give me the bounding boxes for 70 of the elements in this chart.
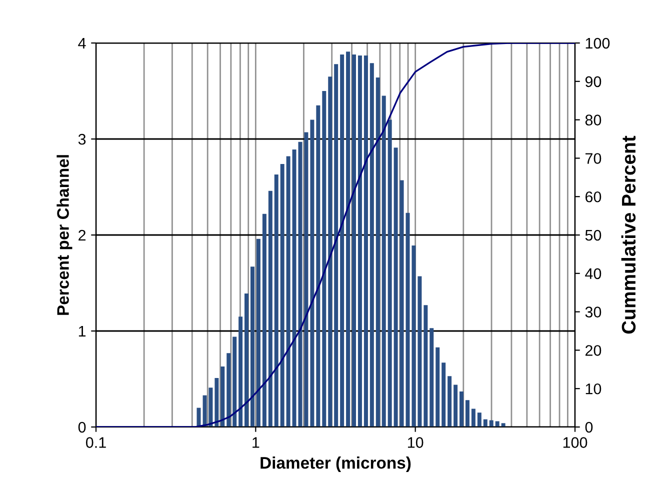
bar xyxy=(376,78,380,427)
y-tick-label: 4 xyxy=(78,38,86,49)
bar xyxy=(352,54,356,427)
bar xyxy=(358,55,362,427)
y2-tick-label: 20 xyxy=(585,345,602,356)
bar xyxy=(483,419,488,427)
y2-tick-label: 100 xyxy=(586,38,610,49)
bar xyxy=(226,353,231,427)
bar xyxy=(477,412,482,427)
bar xyxy=(382,96,386,427)
bar xyxy=(304,132,308,427)
bar xyxy=(501,423,506,427)
bar xyxy=(244,294,248,427)
bar xyxy=(460,391,464,427)
y2-axis-title: Cummulative Percent xyxy=(621,136,636,334)
bar xyxy=(238,316,243,427)
bar xyxy=(442,362,446,427)
y2-tick-label: 80 xyxy=(585,114,602,126)
y-tick-label: 1 xyxy=(78,326,86,337)
bar xyxy=(388,120,392,427)
bar xyxy=(370,63,374,427)
bar xyxy=(310,120,314,427)
x-axis-title: Diameter (microns) xyxy=(260,456,411,472)
bar xyxy=(489,420,494,427)
bar xyxy=(340,54,344,427)
y2-tick-label: 40 xyxy=(585,268,602,280)
bar xyxy=(436,347,440,427)
bar xyxy=(328,76,332,427)
x-tick-label: 1 xyxy=(252,437,260,448)
y-tick-label: 0 xyxy=(78,422,86,433)
bar xyxy=(274,174,278,427)
bar xyxy=(322,91,326,427)
bar xyxy=(346,52,350,427)
y2-tick-label: 30 xyxy=(585,306,602,318)
bar xyxy=(250,266,254,427)
bar xyxy=(196,408,201,427)
bar xyxy=(454,384,458,427)
bar xyxy=(334,64,338,427)
y2-tick-label: 90 xyxy=(585,76,602,88)
y2-tick-label: 10 xyxy=(586,383,602,394)
y-tick-label: 2 xyxy=(78,230,86,241)
bar xyxy=(292,150,296,427)
bar xyxy=(256,238,260,427)
bar xyxy=(280,164,284,427)
bar xyxy=(364,55,368,427)
x-tick-label: 10 xyxy=(408,437,424,448)
bar xyxy=(471,408,476,427)
bar xyxy=(262,214,266,427)
bar xyxy=(400,180,404,427)
bar xyxy=(316,105,320,427)
bar xyxy=(286,156,290,427)
bar xyxy=(220,366,225,427)
bar xyxy=(465,400,470,427)
bar xyxy=(268,190,272,427)
y2-tick-label: 70 xyxy=(586,153,602,164)
bar xyxy=(394,148,398,427)
y2-tick-label: 50 xyxy=(585,230,602,241)
y-tick-label: 3 xyxy=(78,134,86,145)
y2-tick-label: 0 xyxy=(585,422,593,433)
bar xyxy=(214,378,219,427)
y-axis-title: Percent per Channel xyxy=(56,155,72,315)
bar xyxy=(424,305,428,427)
bar xyxy=(232,336,237,427)
x-tick-label: 0.1 xyxy=(86,437,106,448)
bar xyxy=(430,328,434,427)
bar xyxy=(418,276,422,427)
bar xyxy=(448,376,452,427)
bar xyxy=(495,421,500,427)
x-tick-label: 100 xyxy=(563,437,588,448)
y2-tick-label: 60 xyxy=(586,191,602,202)
